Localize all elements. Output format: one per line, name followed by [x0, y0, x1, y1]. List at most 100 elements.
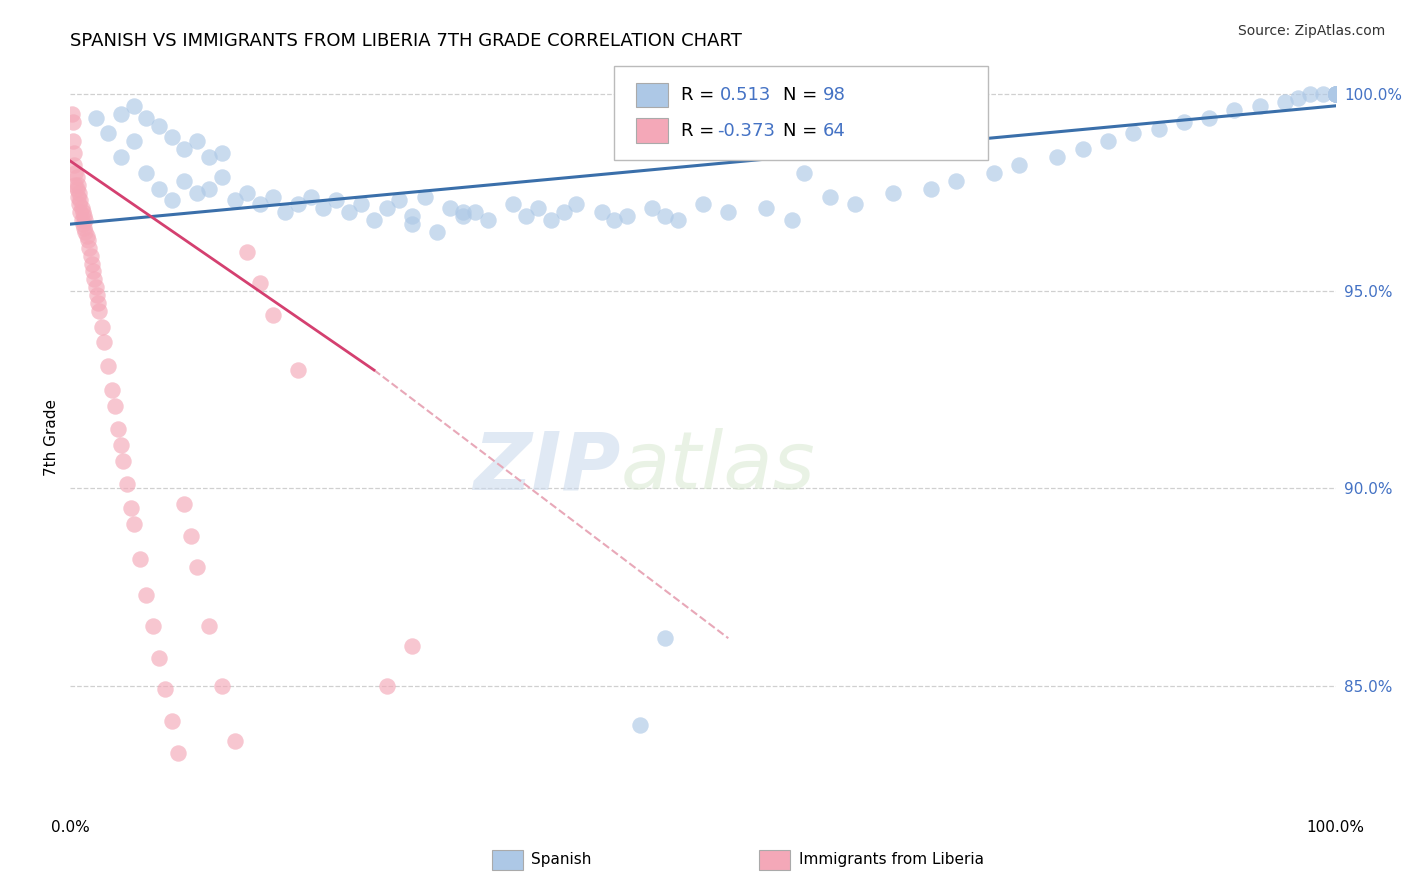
Point: [76, 229, 98, 244]
Point: [236, 244, 259, 259]
Point: [173, 142, 195, 156]
Point: [1249, 99, 1271, 113]
Point: [945, 174, 967, 188]
Point: [1046, 150, 1069, 164]
Point: [451, 209, 474, 223]
Point: [565, 197, 588, 211]
Point: [983, 166, 1005, 180]
Point: [101, 383, 124, 397]
Point: [166, 746, 188, 760]
Point: [198, 181, 221, 195]
Point: [160, 714, 183, 728]
Text: Immigrants from Liberia: Immigrants from Liberia: [799, 853, 984, 867]
Point: [84, 111, 107, 125]
Point: [1147, 122, 1170, 136]
Point: [1299, 87, 1322, 101]
Point: [388, 194, 411, 208]
Point: [401, 639, 423, 653]
Text: Source: ZipAtlas.com: Source: ZipAtlas.com: [1237, 24, 1385, 38]
Point: [692, 197, 714, 211]
Point: [312, 202, 335, 216]
Text: R =: R =: [682, 121, 720, 140]
Point: [451, 205, 474, 219]
Point: [1324, 87, 1347, 101]
Point: [262, 308, 284, 322]
Text: N =: N =: [783, 87, 823, 104]
FancyBboxPatch shape: [614, 66, 987, 160]
Point: [72, 205, 94, 219]
Point: [1324, 87, 1347, 101]
Text: 98: 98: [824, 87, 846, 104]
Point: [160, 130, 183, 145]
Point: [1071, 142, 1094, 156]
Point: [153, 682, 177, 697]
Point: [112, 454, 135, 468]
Point: [401, 209, 423, 223]
Text: N =: N =: [783, 121, 823, 140]
Point: [1324, 87, 1347, 101]
Point: [160, 194, 183, 208]
Point: [882, 186, 904, 200]
Point: [350, 197, 373, 211]
Point: [211, 679, 233, 693]
Point: [89, 304, 111, 318]
Point: [502, 197, 524, 211]
Point: [375, 202, 398, 216]
Point: [1312, 87, 1334, 101]
Point: [73, 221, 96, 235]
Point: [82, 264, 104, 278]
Point: [97, 359, 120, 373]
FancyBboxPatch shape: [636, 118, 668, 143]
Point: [1324, 87, 1347, 101]
Point: [755, 202, 778, 216]
Point: [1198, 111, 1220, 125]
Point: [527, 202, 550, 216]
Point: [325, 194, 347, 208]
Point: [540, 213, 562, 227]
Point: [67, 197, 90, 211]
Point: [1324, 87, 1347, 101]
Point: [616, 209, 638, 223]
Point: [1097, 134, 1119, 148]
Point: [1324, 87, 1347, 101]
Text: R =: R =: [682, 87, 720, 104]
Point: [1324, 87, 1347, 101]
Point: [122, 134, 145, 148]
Point: [413, 189, 436, 203]
Point: [426, 225, 449, 239]
Text: 0.513: 0.513: [720, 87, 770, 104]
Point: [1324, 87, 1347, 101]
Point: [920, 181, 942, 195]
Point: [211, 146, 233, 161]
Point: [249, 277, 271, 291]
Point: [70, 213, 93, 227]
Point: [363, 213, 385, 227]
Point: [464, 205, 486, 219]
Point: [793, 166, 815, 180]
Text: atlas: atlas: [621, 428, 815, 506]
Point: [337, 205, 360, 219]
Text: SPANISH VS IMMIGRANTS FROM LIBERIA 7TH GRADE CORRELATION CHART: SPANISH VS IMMIGRANTS FROM LIBERIA 7TH G…: [70, 32, 742, 50]
Point: [262, 189, 284, 203]
Point: [135, 111, 157, 125]
Point: [274, 205, 297, 219]
Point: [65, 181, 87, 195]
Point: [135, 166, 157, 180]
Point: [83, 272, 105, 286]
Point: [148, 651, 170, 665]
Point: [186, 134, 208, 148]
Point: [173, 174, 195, 188]
Point: [198, 150, 221, 164]
Point: [66, 178, 89, 192]
Text: -0.373: -0.373: [717, 121, 775, 140]
Text: 64: 64: [824, 121, 846, 140]
Point: [236, 186, 259, 200]
Point: [818, 189, 841, 203]
Point: [110, 438, 132, 452]
Point: [65, 178, 87, 192]
Point: [148, 119, 170, 133]
Point: [122, 516, 145, 531]
Point: [224, 733, 246, 747]
Point: [603, 213, 626, 227]
Point: [120, 501, 142, 516]
